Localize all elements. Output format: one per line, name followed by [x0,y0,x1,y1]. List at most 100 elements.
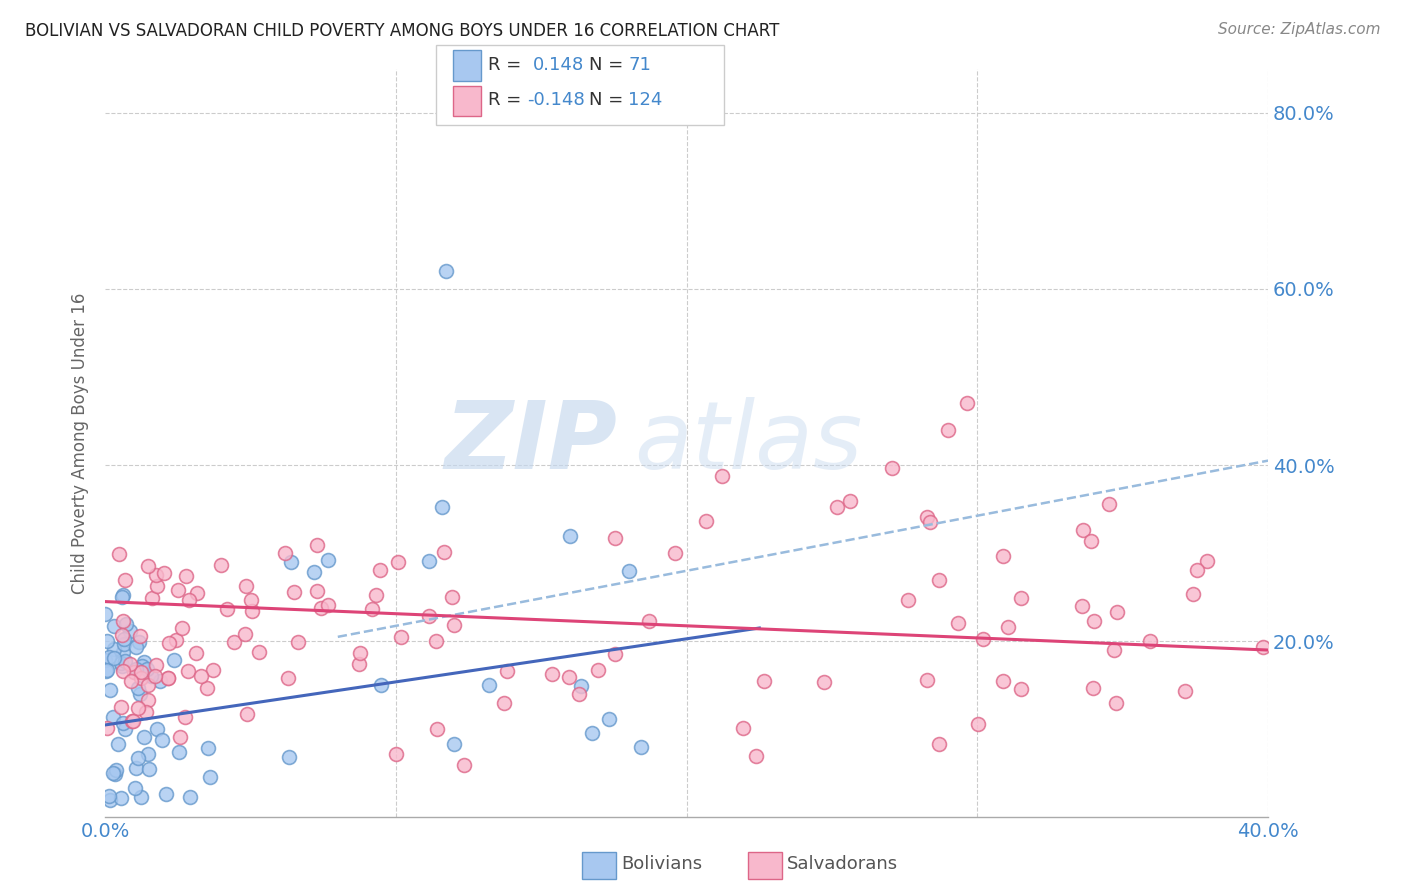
Point [112,664,135,678]
Point [156,671,179,685]
Point [129,629,152,643]
Point [195,681,218,696]
Point [311,601,333,615]
Point [103,618,125,632]
Text: Source: ZipAtlas.com: Source: ZipAtlas.com [1218,22,1381,37]
Point [385,747,408,761]
Point [138,762,160,776]
Point [159,636,181,650]
Point [184,646,207,660]
Point [1102,643,1125,657]
Point [103,642,125,657]
Point [107,738,129,752]
Point [166,583,188,598]
Point [274,546,297,560]
Point [389,630,412,644]
Point [1098,497,1121,511]
Point [101,710,124,724]
Point [136,747,159,761]
Point [936,423,959,437]
Point [156,671,179,685]
Point [120,657,142,671]
Point [478,678,501,692]
Point [143,669,166,683]
Point [235,579,257,593]
Point [108,547,131,561]
Point [434,264,457,278]
Point [366,588,388,602]
Point [145,658,167,673]
Point [920,515,942,529]
Point [222,635,245,649]
Point [125,662,148,676]
Text: atlas: atlas [634,398,863,489]
Text: N =: N = [589,91,628,109]
Point [136,692,159,706]
Point [112,715,135,730]
Point [110,700,132,714]
Point [349,657,371,671]
Point [586,663,609,677]
Point [110,657,132,671]
Point [991,673,1014,688]
Point [1105,605,1128,619]
Point [972,632,994,646]
Point [581,726,603,740]
Point [752,673,775,688]
Point [287,634,309,648]
Point [127,700,149,714]
Text: Bolivians: Bolivians [621,855,703,873]
Point [418,554,440,568]
Point [174,710,197,724]
Point [136,558,159,573]
Point [103,766,125,780]
Point [813,675,835,690]
Point [131,658,153,673]
Point [1010,591,1032,605]
Point [96,722,118,736]
Point [664,546,686,560]
Point [1080,534,1102,549]
Point [426,722,449,736]
Point [135,705,157,719]
Point [349,646,371,660]
Text: R =: R = [488,91,527,109]
Text: 0.148: 0.148 [533,55,583,73]
Point [170,622,193,636]
Text: -0.148: -0.148 [527,91,585,109]
Point [112,632,135,647]
Point [233,626,256,640]
Point [967,716,990,731]
Point [425,634,447,648]
Point [496,664,519,678]
Point [174,569,197,583]
Point [993,549,1015,563]
Point [560,528,582,542]
Point [569,679,592,693]
Point [125,640,148,654]
Point [1174,684,1197,698]
Point [153,566,176,581]
Point [443,737,465,751]
Point [370,678,392,692]
Point [163,653,186,667]
Y-axis label: Child Poverty Among Boys Under 16: Child Poverty Among Boys Under 16 [72,293,89,594]
Point [1010,681,1032,696]
Point [443,617,465,632]
Text: 71: 71 [628,55,651,73]
Point [240,593,263,607]
Point [111,659,134,673]
Point [247,645,270,659]
Point [430,500,453,514]
Point [997,620,1019,634]
Point [827,500,849,514]
Point [733,721,755,735]
Point [96,634,118,648]
Point [139,668,162,682]
Point [110,791,132,805]
Point [387,555,409,569]
Point [94,653,117,667]
Text: N =: N = [589,55,628,73]
Point [166,632,188,647]
Point [710,468,733,483]
